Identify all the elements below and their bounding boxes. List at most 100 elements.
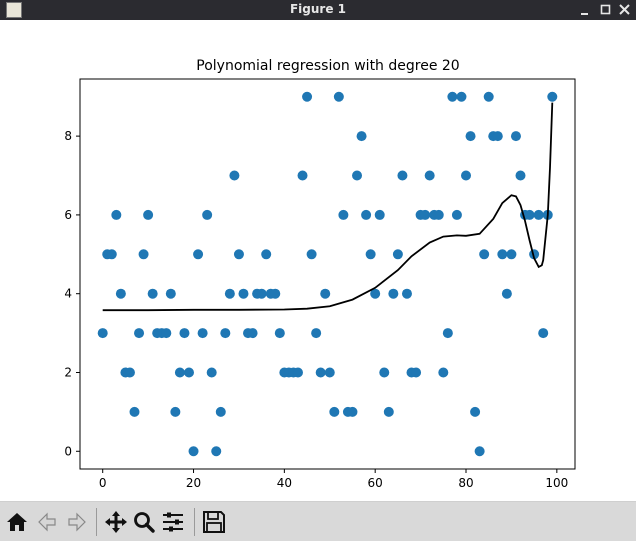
data-point [138, 249, 149, 260]
data-point [438, 367, 449, 378]
data-point [383, 406, 394, 417]
x-tick-label: 20 [186, 476, 201, 490]
data-point [106, 249, 117, 260]
data-point [193, 249, 204, 260]
data-point [111, 209, 122, 220]
data-point [170, 406, 181, 417]
data-point [174, 367, 185, 378]
data-point [483, 91, 494, 102]
data-point [515, 170, 526, 181]
window-titlebar: Figure 1 [0, 0, 636, 20]
data-point [533, 209, 544, 220]
data-point [411, 367, 422, 378]
close-icon[interactable] [616, 1, 634, 19]
y-tick-label: 6 [64, 208, 72, 222]
data-point [97, 328, 108, 339]
x-tick-label: 60 [368, 476, 383, 490]
data-point [492, 131, 503, 142]
navigation-toolbar [0, 501, 636, 541]
minimize-icon[interactable] [577, 1, 595, 19]
data-point [306, 249, 317, 260]
data-point [165, 288, 176, 299]
data-point [129, 406, 140, 417]
data-point [270, 288, 281, 299]
data-point [470, 406, 481, 417]
x-tick-label: 80 [458, 476, 473, 490]
sliders-icon[interactable] [160, 509, 186, 535]
x-tick-label: 0 [99, 476, 107, 490]
toolbar-separator [194, 508, 195, 536]
data-point [315, 367, 326, 378]
maximize-icon[interactable] [597, 1, 615, 19]
x-tick-label: 100 [545, 476, 568, 490]
data-point [124, 367, 135, 378]
data-point [143, 209, 154, 220]
data-point [324, 367, 335, 378]
data-point [361, 209, 372, 220]
y-tick-label: 8 [64, 129, 72, 143]
data-point [211, 446, 222, 457]
data-point [510, 131, 521, 142]
data-point [274, 328, 285, 339]
data-point [388, 288, 399, 299]
data-point [447, 91, 458, 102]
data-point [161, 328, 172, 339]
data-point [224, 288, 235, 299]
data-point [356, 131, 367, 142]
data-point [392, 249, 403, 260]
data-point [347, 406, 358, 417]
data-point [329, 406, 340, 417]
y-tick-label: 2 [64, 365, 72, 379]
data-point [352, 170, 363, 181]
data-point [456, 91, 467, 102]
data-point [474, 446, 485, 457]
move-arrows-icon[interactable] [103, 509, 129, 535]
data-point [397, 170, 408, 181]
data-point [524, 209, 535, 220]
scatter-chart: Polynomial regression with degree 20 0 2 4… [64, 58, 576, 490]
back-arrow-icon[interactable] [34, 509, 60, 535]
data-point [202, 209, 213, 220]
home-icon[interactable] [4, 509, 30, 535]
data-point [256, 288, 267, 299]
data-point [420, 209, 431, 220]
data-point [238, 288, 249, 299]
data-point [501, 288, 512, 299]
floppy-disk-icon[interactable] [201, 509, 227, 535]
window-title: Figure 1 [289, 2, 347, 16]
figure-canvas: Polynomial regression with degree 20 0 2 4… [0, 20, 636, 501]
data-point [401, 288, 412, 299]
plot-area-frame [79, 78, 576, 470]
x-axis: 0 20 40 60 80 100 [99, 469, 568, 490]
data-point [297, 170, 308, 181]
data-point [370, 288, 381, 299]
data-point [465, 131, 476, 142]
data-point [497, 249, 508, 260]
data-point [547, 91, 558, 102]
data-point [115, 288, 126, 299]
scatter-series [97, 91, 558, 457]
data-point [479, 249, 490, 260]
forward-arrow-icon[interactable] [64, 509, 90, 535]
data-point [506, 249, 517, 260]
data-point [229, 170, 240, 181]
chart-title: Polynomial regression with degree 20 [196, 58, 459, 74]
data-point [179, 328, 190, 339]
data-point [379, 367, 390, 378]
data-point [433, 209, 444, 220]
data-point [338, 209, 349, 220]
y-axis: 0 2 4 6 8 [64, 129, 80, 458]
data-point [183, 367, 194, 378]
data-point [206, 367, 217, 378]
data-point [197, 328, 208, 339]
data-point [451, 209, 462, 220]
magnifier-icon[interactable] [131, 509, 157, 535]
data-point [292, 367, 303, 378]
data-point [538, 328, 549, 339]
data-point [374, 209, 385, 220]
data-point [220, 328, 231, 339]
data-point [302, 91, 313, 102]
toolbar-separator [96, 508, 97, 536]
data-point [424, 170, 435, 181]
data-point [215, 406, 226, 417]
